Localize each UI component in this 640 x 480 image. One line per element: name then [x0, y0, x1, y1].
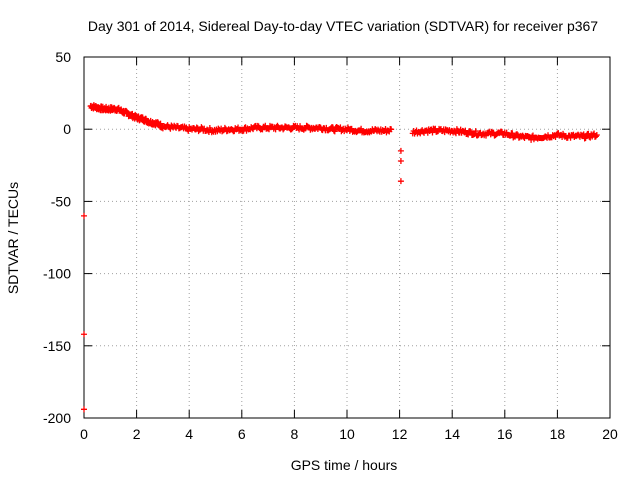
data-points — [81, 102, 600, 413]
data-point — [514, 131, 521, 138]
x-tick-label: 4 — [185, 426, 193, 442]
data-point — [467, 128, 474, 135]
grid — [84, 57, 610, 418]
data-point — [593, 131, 600, 138]
y-tick-label: 0 — [63, 121, 71, 137]
x-tick-label: 10 — [339, 426, 355, 442]
y-axis-label: SDTVAR / TECUs — [5, 182, 21, 294]
data-point — [509, 130, 516, 137]
y-tick-label: 50 — [55, 49, 71, 65]
x-tick-label: 20 — [602, 426, 618, 442]
y-tick-label: -150 — [43, 338, 71, 354]
x-tick-label: 8 — [291, 426, 299, 442]
outlier-point — [81, 406, 87, 413]
outlier-point — [397, 147, 404, 154]
x-tick-label: 2 — [133, 426, 141, 442]
outlier-point — [397, 157, 404, 164]
y-tick-label: -100 — [43, 266, 71, 282]
ticks: 0 2 4 6 8 10 12 14 16 18 20 -200 -150 -100 -50 0 50 — [43, 49, 618, 442]
y-tick-label: -50 — [51, 193, 71, 209]
chart-title: Day 301 of 2014, Sidereal Day-to-day VTE… — [88, 18, 598, 34]
data-point — [288, 126, 295, 133]
data-point — [388, 126, 395, 133]
data-point — [280, 126, 287, 133]
x-tick-label: 14 — [444, 426, 460, 442]
data-point — [331, 128, 338, 135]
data-point — [472, 128, 479, 135]
x-tick-label: 0 — [80, 426, 88, 442]
x-tick-label: 6 — [238, 426, 246, 442]
data-point — [592, 133, 599, 140]
x-tick-label: 18 — [550, 426, 566, 442]
outlier-point — [81, 212, 87, 219]
data-point — [498, 128, 505, 135]
y-tick-label: -200 — [43, 410, 71, 426]
x-tick-label: 12 — [392, 426, 408, 442]
outlier-point — [81, 331, 87, 338]
x-axis-label: GPS time / hours — [291, 457, 398, 473]
outlier-point — [397, 178, 404, 185]
x-tick-label: 16 — [497, 426, 513, 442]
data-point — [221, 124, 228, 131]
